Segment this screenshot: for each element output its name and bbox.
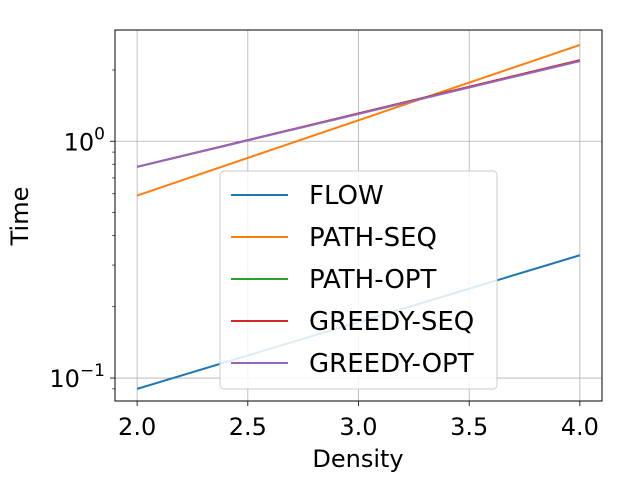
legend: FLOW PATH-SEQ PATH-OPT GREEDY-SEQ GREEDY-OPT — [219, 170, 498, 390]
x-tick-label: 2.0 — [118, 413, 156, 441]
legend-entry-label: GREEDY-OPT — [309, 349, 474, 379]
y-tick-label-exponent: −1 — [80, 361, 105, 381]
legend-entry-label: GREEDY-SEQ — [309, 307, 474, 337]
legend-entry-label: FLOW — [309, 181, 384, 211]
x-tick-label: 2.5 — [229, 413, 267, 441]
legend-entry-label: PATH-SEQ — [309, 223, 437, 253]
y-tick-label: 100 — [64, 124, 105, 156]
y-tick-label-base: 10 — [64, 128, 95, 156]
series-line-path-seq — [136, 44, 581, 197]
y-tick-label: 10−1 — [49, 361, 105, 393]
y-axis-label: Time — [6, 187, 34, 247]
series-lines — [136, 44, 581, 390]
y-tick-label-base: 10 — [49, 365, 80, 393]
legend-box — [219, 170, 498, 390]
x-tick-label: 3.5 — [450, 413, 488, 441]
x-axis-label: Density — [312, 445, 403, 473]
legend-entry-label: PATH-OPT — [309, 265, 436, 295]
y-tick-label-exponent: 0 — [94, 124, 105, 144]
series-line-greedy-opt — [136, 60, 581, 168]
x-tick-label: 4.0 — [561, 413, 599, 441]
x-tick-label: 3.0 — [339, 413, 377, 441]
